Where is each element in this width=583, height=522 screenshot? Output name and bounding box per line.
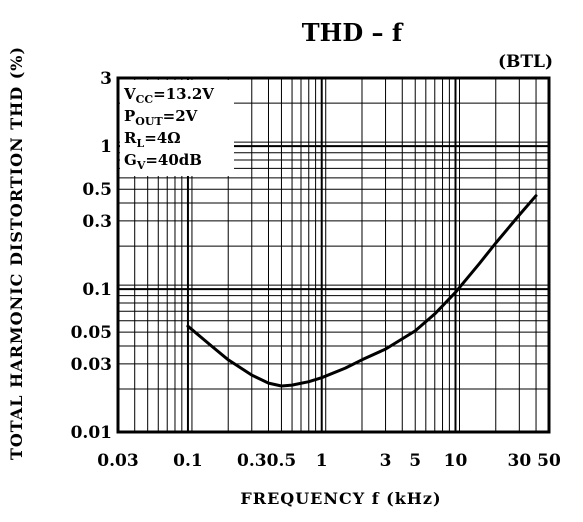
x-tick-label: 5 [409, 451, 421, 471]
plot-frame [116, 76, 551, 434]
x-tick-label: 30 [507, 451, 531, 471]
y-tick-label: 0.05 [71, 323, 112, 343]
x-tick-label: 0.3 [237, 451, 267, 471]
thd-curve [186, 194, 538, 388]
chart-subtitle: (BTL) [498, 52, 553, 72]
y-tick-label: 0.03 [71, 355, 112, 375]
y-axis-label: TOTAL HARMONIC DISTORTION THD (%) [7, 46, 26, 460]
y-tick-label: 1 [100, 137, 112, 157]
x-tick-label: 3 [380, 451, 392, 471]
condition-line: GV=40dB [124, 151, 202, 172]
y-tick-label: 0.5 [82, 180, 112, 200]
x-tick-labels: 0.03 0.1 0.3 0.5 1 3 5 10 30 50 [97, 451, 561, 471]
x-tick-label: 10 [444, 451, 468, 471]
condition-line: POUT=2V [124, 107, 198, 128]
x-tick-label: 0.1 [173, 451, 203, 471]
x-tick-label: 0.03 [97, 451, 138, 471]
x-tick-label: 1 [316, 451, 328, 471]
x-tick-label: 50 [537, 451, 561, 471]
y-tick-label: 0.01 [71, 423, 112, 443]
y-tick-label: 0.1 [82, 280, 112, 300]
chart-title: THD – f [302, 18, 404, 47]
condition-line: VCC=13.2V [123, 85, 214, 106]
condition-line: RL=4Ω [124, 129, 181, 150]
x-axis-label: FREQUENCY f (kHz) [240, 489, 441, 508]
y-tick-labels: 0.01 0.03 0.05 0.1 0.3 0.5 1 3 [71, 69, 112, 443]
x-tick-label: 0.5 [267, 451, 297, 471]
conditions-background [120, 80, 234, 176]
series-layer [186, 194, 538, 388]
y-tick-label: 0.3 [82, 212, 112, 232]
y-tick-label: 3 [100, 69, 112, 89]
